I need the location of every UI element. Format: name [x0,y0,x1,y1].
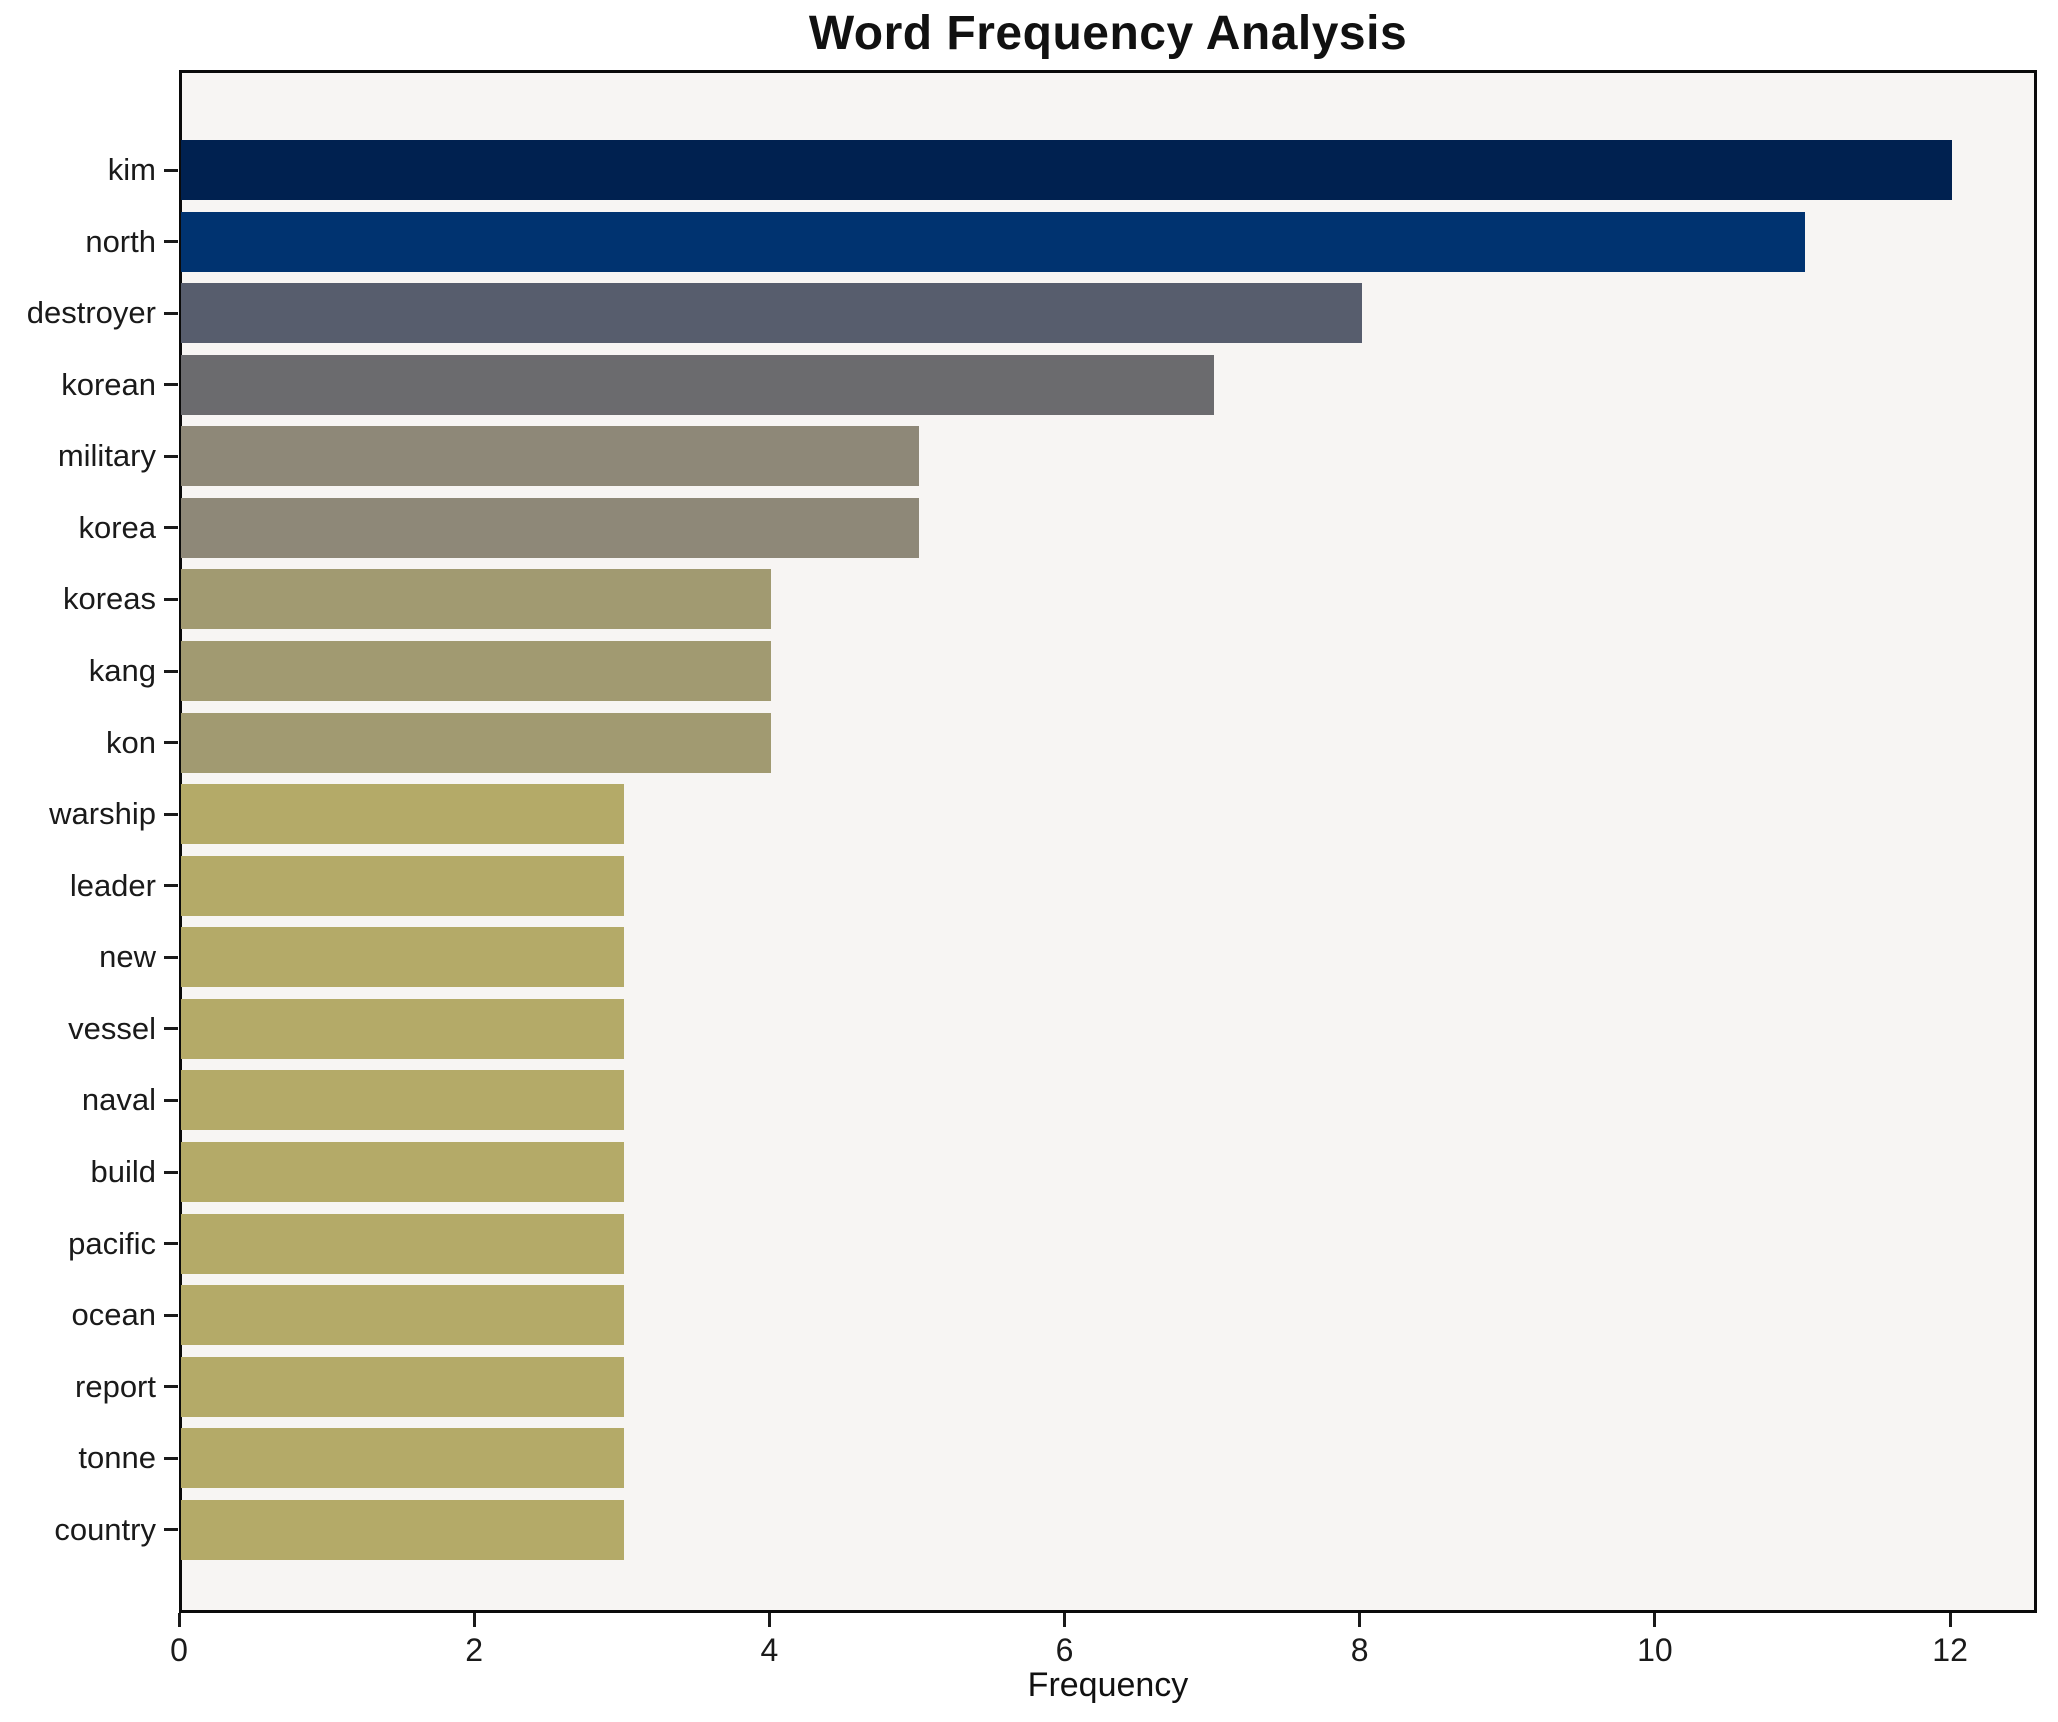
y-tick-mark [164,669,178,673]
y-tick-mark [164,741,178,745]
x-tick-label-0: 0 [170,1632,188,1668]
y-tick-mark [164,1313,178,1317]
bar-pacific [181,1213,624,1274]
x-tick-label-6: 6 [1055,1632,1074,1668]
x-tick-mark [1653,1613,1657,1627]
bar-country [181,1499,624,1560]
y-tick-mark [164,597,178,601]
bar-north [181,211,1805,272]
y-tick-mark [164,1242,178,1245]
y-tick-label-warship: warship [49,796,156,832]
y-tick-mark [164,240,178,244]
y-tick-label-country: country [54,1511,156,1547]
bar-kon [181,712,772,773]
bar-korea [181,497,919,558]
bar-tonne [181,1428,624,1489]
y-tick-mark [164,1456,178,1460]
bar-military [181,426,919,487]
y-tick-mark [164,1528,178,1532]
y-tick-mark [164,168,178,172]
bar-korean [181,354,1215,415]
chart-title: Word Frequency Analysis [808,7,1408,60]
y-tick-mark [164,311,178,315]
y-tick-label-kon: kon [106,724,156,760]
y-tick-mark [164,812,178,816]
y-tick-mark [164,383,178,387]
x-tick-label-12: 12 [1932,1632,1968,1668]
y-tick-mark [164,454,178,458]
x-tick-label-10: 10 [1637,1632,1673,1668]
bar-naval [181,1070,624,1131]
x-tick-label-8: 8 [1350,1632,1369,1668]
bar-vessel [181,998,624,1059]
y-tick-mark [164,884,178,888]
y-tick-label-ocean: ocean [71,1297,156,1333]
x-tick-label-4: 4 [760,1632,779,1668]
x-tick-mark [472,1613,476,1627]
y-tick-label-naval: naval [81,1082,156,1118]
y-tick-label-new: new [99,939,156,975]
y-tick-label-kim: kim [107,152,156,187]
y-tick-label-korea: korea [78,509,156,545]
y-tick-label-report: report [75,1368,156,1404]
x-tick-mark [1948,1613,1952,1627]
x-tick-label-2: 2 [465,1632,484,1668]
y-tick-label-north: north [85,223,156,259]
y-tick-label-build: build [90,1154,157,1189]
bar-report [181,1356,624,1417]
bar-warship [181,784,624,845]
bar-kang [181,641,772,701]
y-tick-label-military: military [57,438,156,474]
x-tick-mark [1358,1613,1362,1627]
bar-koreas [181,569,772,630]
y-tick-label-korean: korean [61,366,156,402]
y-tick-mark [164,1027,178,1031]
bar-build [181,1142,624,1202]
y-tick-mark [164,1098,178,1102]
bar-ocean [181,1285,624,1346]
y-tick-mark [164,1170,178,1174]
y-tick-mark [164,526,178,530]
y-tick-mark [164,1385,178,1389]
bar-kim [181,140,1953,200]
y-tick-label-pacific: pacific [68,1225,156,1261]
bar-leader [181,855,624,916]
y-tick-label-kang: kang [88,653,156,688]
y-tick-label-tonne: tonne [78,1440,156,1476]
y-tick-label-koreas: koreas [62,581,156,617]
x-tick-mark [177,1613,181,1627]
x-axis-label: Frequency [1027,1666,1189,1704]
y-tick-label-destroyer: destroyer [26,295,156,331]
bar-new [181,927,624,988]
x-tick-mark [1063,1613,1066,1627]
y-tick-label-vessel: vessel [68,1010,156,1046]
bar-destroyer [181,283,1362,344]
x-tick-mark [767,1613,771,1627]
y-tick-label-leader: leader [69,867,156,903]
y-tick-mark [164,955,178,959]
